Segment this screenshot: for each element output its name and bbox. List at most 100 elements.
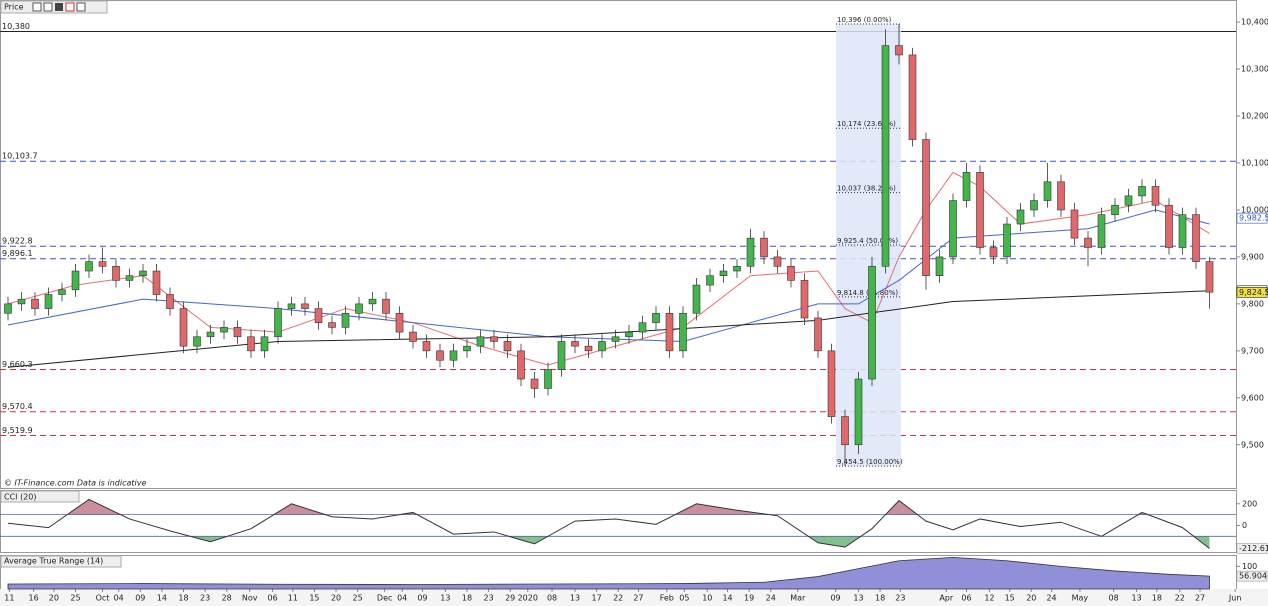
y-tick-label: 9,800 xyxy=(1241,299,1264,308)
candle-body xyxy=(247,336,255,352)
moving-average xyxy=(7,209,1210,342)
x-tick-label: 22 xyxy=(613,594,623,603)
x-tick-label: 14 xyxy=(722,594,732,603)
x-tick-label: 24 xyxy=(1046,594,1056,603)
x-tick-label: 18 xyxy=(1152,594,1162,603)
candle-body xyxy=(1178,214,1187,248)
level-label: 9,660.3 xyxy=(2,360,33,369)
candle-body xyxy=(328,322,336,328)
candle-body xyxy=(827,350,836,417)
candle-body xyxy=(760,237,768,258)
expand-icon[interactable] xyxy=(76,2,86,12)
candle-body xyxy=(112,266,120,281)
candle-body xyxy=(773,256,782,267)
x-tick-label: 29 xyxy=(505,594,515,603)
candle-body xyxy=(17,298,26,305)
x-tick-label: Nov xyxy=(242,594,258,603)
candle-body xyxy=(58,289,66,295)
close-icon[interactable] xyxy=(55,3,63,11)
x-tick-label: 11 xyxy=(4,594,14,603)
candle-body xyxy=(125,275,134,281)
candle-body xyxy=(665,312,674,352)
y-tick-label: 9,600 xyxy=(1241,393,1264,402)
candle-body xyxy=(854,378,863,446)
candle-body xyxy=(314,308,323,323)
x-tick-label: 18 xyxy=(875,594,885,603)
candle-body xyxy=(1097,214,1106,248)
y-tick-label: 0 xyxy=(1242,521,1247,530)
level-label: 9,570.4 xyxy=(2,402,33,411)
candle-body xyxy=(1003,223,1011,258)
cci-header xyxy=(0,490,80,503)
candle-body xyxy=(368,298,377,305)
settings-icon[interactable] xyxy=(32,2,42,12)
candle-body xyxy=(1084,237,1092,248)
candle-body xyxy=(98,261,107,267)
x-tick-label: 27 xyxy=(1195,594,1205,603)
fib-label: 9,454.5 (100.00%) xyxy=(837,458,903,466)
candle-body xyxy=(935,256,944,277)
level-label: 9,896.1 xyxy=(2,249,33,258)
value-tag xyxy=(1236,570,1268,582)
panel-title: Average True Range (14) xyxy=(4,557,103,566)
candle-body xyxy=(476,336,485,347)
candle-body xyxy=(152,270,161,295)
candle-body xyxy=(787,266,795,281)
x-tick-label: 11 xyxy=(288,594,298,603)
candle-body xyxy=(260,336,269,352)
fib-label: 9,814.8 (61.80%) xyxy=(837,289,898,297)
candle-body xyxy=(638,322,647,333)
candle-body xyxy=(1138,186,1146,197)
candle-body xyxy=(746,237,755,267)
candle-body xyxy=(1151,186,1160,206)
x-tick-label: 13 xyxy=(570,594,580,603)
candle-body xyxy=(422,341,431,352)
price-tag-label: 9,824.5 xyxy=(1239,288,1268,297)
price-panel xyxy=(0,0,1237,489)
y-tick-label: 10,300 xyxy=(1241,65,1268,74)
candle-body xyxy=(355,303,363,314)
candle-body xyxy=(71,270,80,291)
price-tag-label: 9,982.5 xyxy=(1239,214,1268,223)
candle-body xyxy=(85,261,93,272)
x-tick-label: 23 xyxy=(895,594,905,603)
atr-header xyxy=(0,555,122,568)
candle-body xyxy=(841,416,849,446)
maximize-icon[interactable] xyxy=(43,2,53,12)
candle-body xyxy=(571,341,579,347)
x-tick-label: 09 xyxy=(417,594,427,603)
add-icon[interactable] xyxy=(65,2,75,12)
x-tick-label: 13 xyxy=(1132,594,1142,603)
candle-body xyxy=(274,308,282,338)
candle-body xyxy=(625,331,633,338)
x-tick-label: 16 xyxy=(29,594,39,603)
candle-body xyxy=(733,266,741,272)
candle-body xyxy=(1043,181,1052,201)
candle-body xyxy=(301,303,309,309)
x-tick-label: 18 xyxy=(178,594,188,603)
candle-body xyxy=(611,336,620,342)
candle-body xyxy=(341,312,350,328)
fib-label: 10,396 (0.00%) xyxy=(837,16,892,24)
candle-body xyxy=(1165,204,1173,248)
candle-body xyxy=(436,350,444,361)
fib-label: 10,037 (38.20%) xyxy=(837,185,896,193)
x-tick-label: 23 xyxy=(484,594,494,603)
candle-body xyxy=(530,378,539,389)
candle-body xyxy=(287,303,296,309)
x-tick-label: 22 xyxy=(1175,594,1185,603)
price-tag xyxy=(1236,212,1268,224)
x-tick-label: 19 xyxy=(744,594,754,603)
x-tick-label: May xyxy=(1072,594,1089,603)
fib-label: 9,925.4 (50.00%) xyxy=(837,237,898,245)
x-tick-label: 20 xyxy=(331,594,341,603)
candle-body xyxy=(706,275,714,286)
x-tick-label: 13 xyxy=(853,594,863,603)
x-tick-label: 23 xyxy=(200,594,210,603)
candle-body xyxy=(989,247,998,258)
candle-body xyxy=(908,54,917,140)
y-tick-label: 9,500 xyxy=(1241,440,1264,449)
candle-body xyxy=(1057,181,1065,211)
x-tick-label: 10 xyxy=(702,594,712,603)
fib-label: 10,174 (23.60%) xyxy=(837,120,896,128)
